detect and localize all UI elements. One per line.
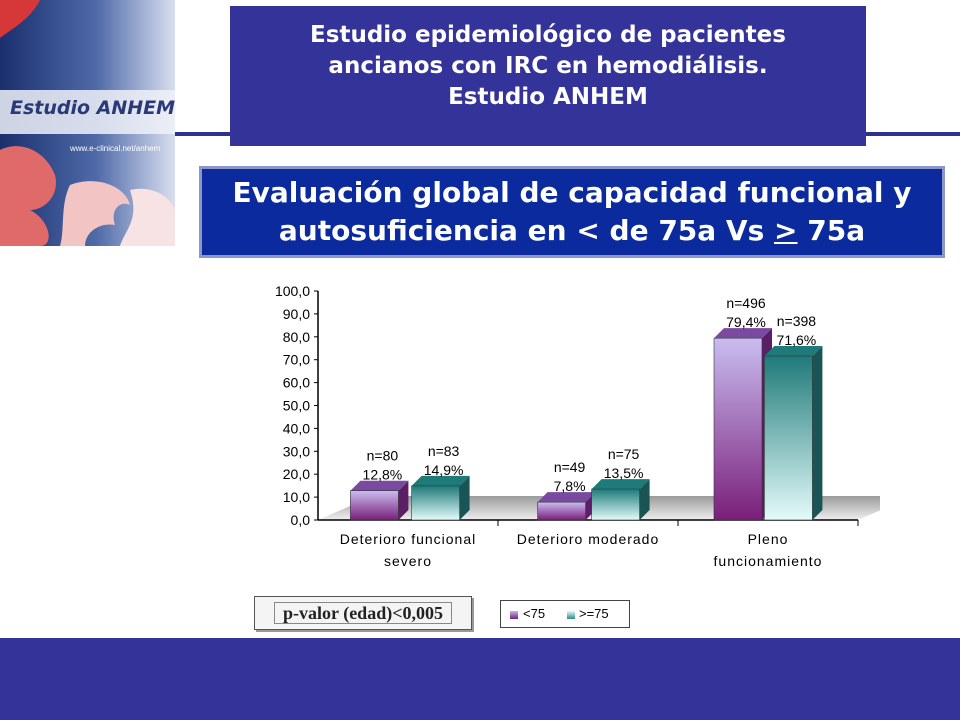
bar-1-1: [591, 488, 640, 521]
pvalue-box: p-valor (edad)<0,005: [254, 596, 472, 630]
subtitle-line-1: Evaluación global de capacidad funcional…: [232, 176, 912, 209]
x-category-label: Pleno: [748, 531, 789, 547]
subtitle-line-2c: 75a: [797, 214, 866, 247]
bar-1-0: [411, 485, 460, 521]
y-tick-label: 90,0: [283, 306, 310, 322]
bar-n-label: n=496: [726, 295, 766, 311]
y-tick-label: 70,0: [283, 352, 310, 368]
header-line-1: Estudio epidemiológico de pacientes: [310, 22, 786, 48]
y-tick-label: 30,0: [283, 443, 310, 459]
bar-top: [764, 346, 823, 357]
bar-pct-label: 71,6%: [777, 332, 817, 348]
y-tick-label: 50,0: [283, 398, 310, 414]
bar-n-label: n=75: [608, 446, 640, 462]
y-tick-label: 10,0: [283, 489, 310, 505]
bar-n-label: n=49: [554, 459, 586, 475]
subtitle-box: Evaluación global de capacidad funcional…: [199, 166, 945, 258]
y-tick-label: 20,0: [283, 466, 310, 482]
x-category-label: Deterioro funcional: [340, 531, 477, 547]
subtitle-ge-symbol: >: [774, 214, 798, 247]
x-category-label: severo: [384, 553, 432, 569]
bar-n-label: n=398: [777, 313, 817, 329]
bar-n-label: n=83: [428, 443, 460, 459]
header-title-box: Estudio epidemiológico de pacientes anci…: [230, 6, 866, 146]
bar-top: [411, 475, 470, 486]
bar-side: [812, 346, 823, 520]
header-line-2: ancianos con IRC en hemodiálisis.: [328, 53, 768, 79]
y-tick-label: 60,0: [283, 375, 310, 391]
bar-0-1: [537, 501, 586, 521]
bar-chart: 0,0 10,0 20,0 30,0 40,0 50,0 60,0 70,0 80,0 90,0 1…: [275, 283, 880, 569]
y-tick-label: 0,0: [291, 512, 311, 528]
y-tick-label: 40,0: [283, 420, 310, 436]
bar-top: [591, 479, 650, 490]
x-category-label: funcionamiento: [714, 553, 823, 569]
legend-swatch-lt75: [510, 611, 518, 619]
y-tick-label: 100,0: [275, 283, 310, 299]
y-tick-label: 80,0: [283, 329, 310, 345]
bar-pct-label: 79,4%: [726, 314, 766, 330]
bar-0-2: [713, 337, 763, 521]
bar-side: [639, 479, 650, 520]
bar-pct-label: 13,5%: [604, 465, 644, 481]
bar-0-0: [350, 490, 399, 521]
logo-url: www.e-clinical.net/anhem: [70, 144, 161, 153]
chart-legend: <75 >=75: [500, 600, 630, 628]
bar-pct-label: 14,9%: [424, 462, 464, 478]
subtitle-line-2a: autosuficiencia en < de 75a Vs: [278, 214, 775, 247]
anhem-logo: [0, 0, 175, 246]
pvalue-text: p-valor (edad)<0,005: [274, 602, 452, 624]
legend-label-lt75: <75: [523, 606, 546, 621]
subtitle-line-2: autosuficiencia en < de 75a Vs > 75a: [199, 212, 945, 250]
legend-swatch-ge75: [567, 611, 575, 619]
bar-pct-label: 7,8%: [554, 478, 586, 494]
legend-label-ge75: >=75: [579, 606, 609, 621]
bar-pct-label: 12,8%: [363, 467, 403, 483]
x-category-label: Deterioro moderado: [517, 531, 660, 547]
bar-n-label: n=80: [367, 448, 399, 464]
bar-side: [459, 475, 470, 520]
bar-top: [350, 480, 409, 491]
bar-side: [398, 480, 409, 520]
logo-text: Estudio ANHEM: [10, 97, 176, 119]
footer-band: [0, 638, 960, 720]
bar-top: [714, 328, 772, 339]
header-line-3: Estudio ANHEM: [448, 84, 648, 110]
bar-1-2: [764, 355, 813, 521]
bar-top: [537, 492, 596, 503]
